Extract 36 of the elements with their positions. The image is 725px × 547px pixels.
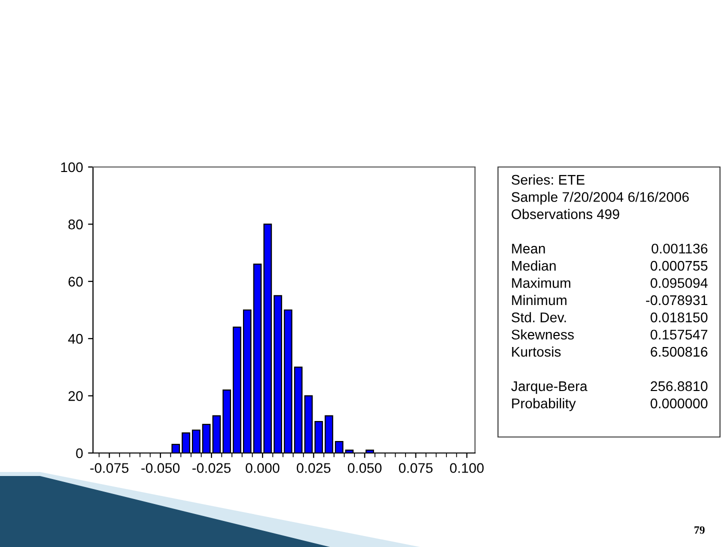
text: 256.8810 (650, 381, 708, 392)
text: 0.001136 (652, 244, 708, 254)
text: Maximum (512, 278, 570, 288)
text: -0.078931 (646, 295, 708, 306)
text: Kurtosis (512, 346, 561, 357)
x-tick-label: 0.100 (450, 463, 484, 473)
text: Median (512, 260, 556, 271)
y-tick-label: 40 (68, 334, 83, 344)
text: Observations 499 (512, 208, 620, 220)
text: 79 (694, 526, 705, 534)
text: 0.157547 (650, 330, 708, 340)
x-tick-label: -0.075 (90, 463, 128, 473)
y-tick-label: 100 (61, 162, 83, 172)
y-tick-label: 20 (68, 391, 83, 401)
y-tick-label: 0 (76, 448, 83, 458)
y-tick-label: 60 (68, 276, 83, 287)
text: 0.000755 (650, 260, 708, 271)
text: 6.500816 (650, 346, 708, 357)
x-tick-label: -0.050 (141, 463, 180, 473)
x-tick-label: 0.050 (348, 463, 382, 473)
text: Sample 7/20/2004 6/16/2006 (512, 192, 689, 205)
y-tick-label: 80 (68, 220, 83, 230)
x-tick-label: 0.000 (246, 463, 280, 473)
x-tick-label: 0.075 (398, 463, 433, 473)
text: Series: ETE (512, 174, 584, 185)
text: Std. Dev. (512, 312, 566, 322)
text: Minimum (512, 294, 566, 306)
text: 0.018150 (650, 312, 708, 322)
text: Skewness (512, 329, 574, 340)
x-tick-label: 0.025 (296, 463, 330, 473)
text: Probability (512, 398, 576, 412)
x-tick-label: -0.025 (192, 463, 231, 473)
text: Mean (512, 244, 545, 254)
text: 0.000000 (650, 398, 708, 408)
text: Jarque-Bera (511, 381, 588, 394)
text: 0.095094 (650, 278, 708, 288)
